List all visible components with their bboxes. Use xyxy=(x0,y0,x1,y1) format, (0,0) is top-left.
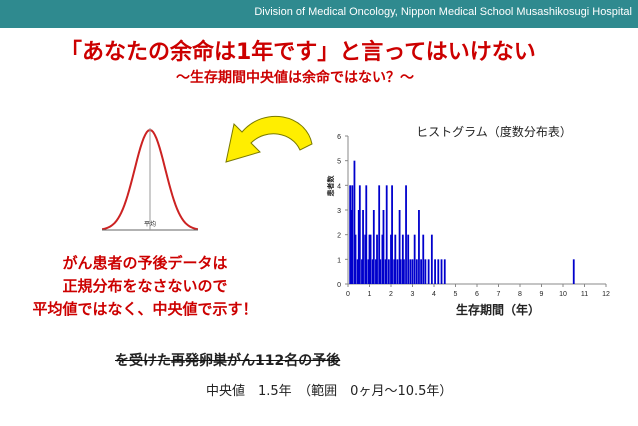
histogram-bar xyxy=(362,210,364,284)
normal-curve-figure: 平均 xyxy=(102,128,198,231)
histogram-bar xyxy=(418,210,420,284)
histogram-bar xyxy=(364,234,367,284)
histogram-bar xyxy=(354,234,357,284)
curved-arrow-icon xyxy=(225,115,313,163)
x-tick-label: 5 xyxy=(454,291,458,298)
x-tick-label: 9 xyxy=(540,291,544,298)
y-tick-label: 2 xyxy=(337,233,341,240)
x-tick-label: 3 xyxy=(411,291,415,298)
histogram-bar xyxy=(394,234,397,284)
x-tick-label: 12 xyxy=(602,291,610,298)
histogram-bar xyxy=(358,185,361,284)
histogram-bar xyxy=(430,234,433,284)
histogram-bar xyxy=(437,259,440,284)
x-tick-label: 10 xyxy=(559,291,567,298)
histogram-bar xyxy=(375,259,377,284)
histogram-bar xyxy=(415,259,418,284)
chart-bars xyxy=(349,160,575,284)
y-tick-label: 5 xyxy=(337,159,341,166)
histogram-bar xyxy=(427,259,430,284)
y-tick-label: 4 xyxy=(337,183,341,190)
chart-xlabel: 生存期間（年） xyxy=(456,302,540,317)
histogram-bar xyxy=(382,210,385,284)
histogram-bar xyxy=(390,234,392,284)
histogram-bar xyxy=(391,185,393,284)
histogram-bar xyxy=(356,259,359,284)
explanation-note: がん患者の予後データは 正規分布をなさないので 平均値ではなく、中央値で示す！ xyxy=(14,252,276,321)
histogram-bar xyxy=(369,234,372,284)
histogram-bar xyxy=(443,259,446,284)
x-tick-label: 8 xyxy=(518,291,522,298)
histogram-bar xyxy=(434,259,436,284)
histogram-bar xyxy=(365,185,368,284)
slide-title: 「あなたの余命は1年です」と言ってはいけない xyxy=(60,40,536,65)
y-tick-label: 0 xyxy=(337,282,341,289)
histogram-bar xyxy=(396,259,399,284)
study-caption: を受けた再発卵巣がん112名の予後 xyxy=(115,353,341,369)
histogram-bar xyxy=(572,259,575,284)
chart-title: ヒストグラム（度数分布表） xyxy=(416,124,572,139)
histogram-bar xyxy=(368,234,371,284)
histogram-bar xyxy=(411,259,414,284)
note-line: 平均値ではなく、中央値で示す！ xyxy=(32,300,258,318)
histogram-bar xyxy=(351,185,354,284)
histogram-bar xyxy=(401,234,404,284)
histogram-bar xyxy=(393,259,396,284)
mean-label: 平均 xyxy=(144,220,156,228)
histogram-bar xyxy=(357,210,360,284)
histogram-bar xyxy=(378,185,381,284)
note-line: がん患者の予後データは xyxy=(62,254,228,272)
y-tick-label: 3 xyxy=(337,208,341,215)
histogram-bar xyxy=(376,234,378,284)
header-text: Division of Medical Oncology, Nippon Med… xyxy=(254,6,632,18)
histogram-bar xyxy=(409,259,412,284)
histogram-bar xyxy=(399,259,402,284)
histogram-bar xyxy=(440,259,443,284)
histogram-bar xyxy=(420,259,422,284)
histogram-bar xyxy=(350,210,353,284)
histogram-bar xyxy=(385,185,388,284)
histogram-bar xyxy=(384,259,387,284)
x-tick-label: 2 xyxy=(389,291,393,298)
histogram-bar xyxy=(371,259,374,284)
x-tick-label: 11 xyxy=(581,291,588,298)
histogram-bar xyxy=(387,259,390,284)
x-tick-label: 6 xyxy=(475,291,479,298)
histogram-bar xyxy=(349,185,352,284)
y-tick-label: 1 xyxy=(337,257,341,264)
x-tick-label: 1 xyxy=(368,291,372,298)
histogram-bar xyxy=(372,210,375,284)
histogram-bar xyxy=(379,259,382,284)
histogram-bar xyxy=(422,234,425,284)
histogram-bar xyxy=(353,160,356,284)
histogram-bar xyxy=(403,259,405,284)
histogram-bar xyxy=(398,210,401,284)
histogram-bar xyxy=(413,234,416,284)
histogram-bar xyxy=(367,259,370,284)
header-bar: Division of Medical Oncology, Nippon Med… xyxy=(0,0,638,28)
y-tick-label: 6 xyxy=(337,134,341,141)
note-line: 正規分布をなさないので xyxy=(62,277,228,295)
x-tick-label: 4 xyxy=(432,291,436,298)
x-tick-label: 0 xyxy=(346,291,350,298)
histogram-bar xyxy=(381,234,384,284)
chart-ylabel: 患者数 xyxy=(326,175,335,197)
slide-subtitle: ～生存期間中央値は余命ではない？～ xyxy=(176,70,414,86)
histogram-bar xyxy=(424,259,427,284)
histogram-bar xyxy=(361,259,363,284)
median-survival: 中央値 1.5年 （範囲 0ヶ月～10.5年） xyxy=(206,384,453,399)
histogram-bar xyxy=(405,185,407,284)
x-tick-label: 7 xyxy=(497,291,501,298)
histogram-bar xyxy=(407,234,410,284)
